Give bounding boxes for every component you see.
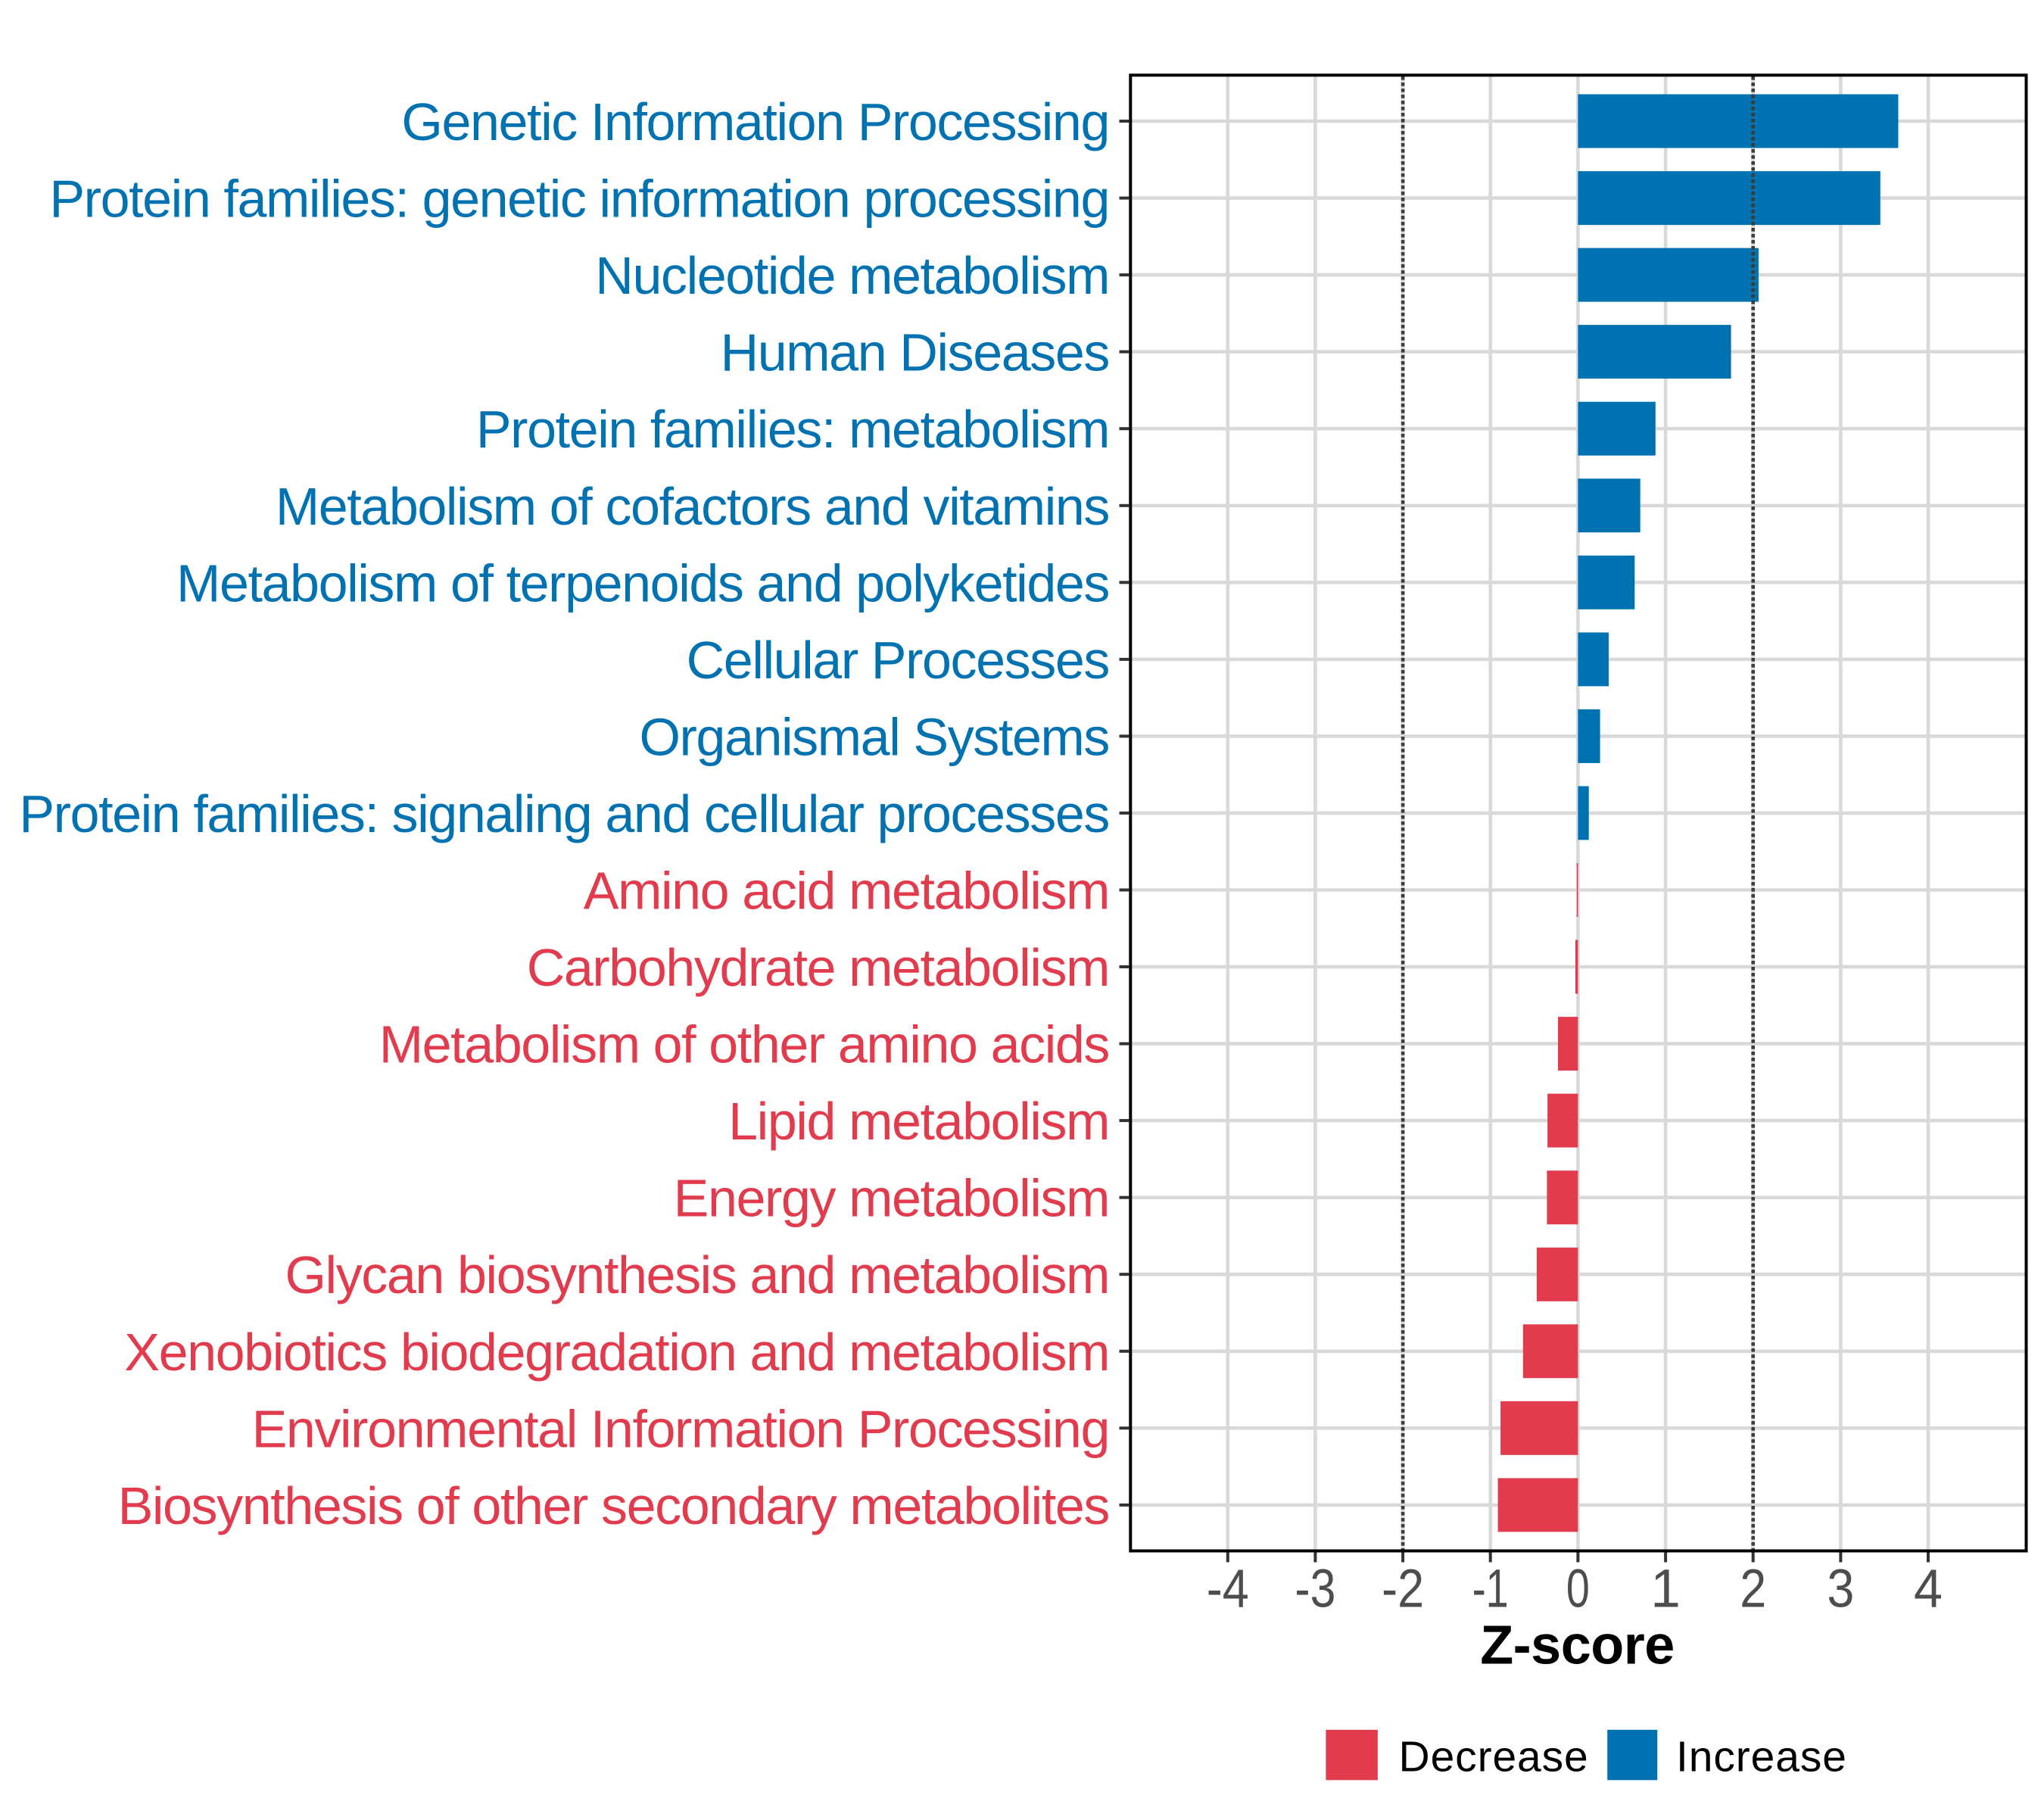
svg-text:3: 3: [1827, 1560, 1854, 1619]
svg-text:Carbohydrate metabolism: Carbohydrate metabolism: [527, 938, 1109, 997]
svg-text:Cellular Processes: Cellular Processes: [687, 631, 1109, 690]
svg-text:Energy metabolism: Energy metabolism: [674, 1169, 1109, 1228]
svg-text:Metabolism of terpenoids and p: Metabolism of terpenoids and polyketides: [176, 553, 1109, 612]
svg-text:-3: -3: [1295, 1560, 1335, 1619]
svg-text:-2: -2: [1382, 1560, 1424, 1619]
svg-text:Biosynthesis of other secondar: Biosynthesis of other secondary metaboli…: [118, 1476, 1109, 1535]
svg-text:4: 4: [1914, 1560, 1943, 1619]
svg-text:Environmental Information Proc: Environmental Information Processing: [252, 1399, 1109, 1458]
svg-text:Protein families: metabolism: Protein families: metabolism: [476, 400, 1109, 459]
svg-text:Xenobiotics biodegradation and: Xenobiotics biodegradation and metabolis…: [124, 1323, 1109, 1382]
svg-text:Z-score: Z-score: [1480, 1616, 1675, 1676]
svg-text:Metabolism of cofactors and vi: Metabolism of cofactors and vitamins: [276, 477, 1109, 536]
svg-text:1: 1: [1650, 1560, 1681, 1619]
svg-text:Glycan biosynthesis and metabo: Glycan biosynthesis and metabolism: [285, 1245, 1110, 1304]
svg-text:Metabolism of other amino acid: Metabolism of other amino acids: [379, 1015, 1109, 1074]
svg-text:Amino acid metabolism: Amino acid metabolism: [584, 862, 1109, 921]
svg-text:Nucleotide metabolism: Nucleotide metabolism: [595, 246, 1109, 305]
svg-text:2: 2: [1740, 1560, 1766, 1619]
svg-text:-1: -1: [1472, 1560, 1509, 1619]
svg-text:Organismal Systems: Organismal Systems: [639, 707, 1109, 766]
svg-text:Human Diseases: Human Diseases: [721, 323, 1109, 382]
svg-text:0: 0: [1566, 1560, 1590, 1619]
svg-text:-4: -4: [1207, 1560, 1249, 1619]
svg-text:Protein families: signaling an: Protein families: signaling and cellular…: [19, 784, 1109, 843]
svg-text:Lipid metabolism: Lipid metabolism: [728, 1092, 1109, 1151]
svg-text:Genetic Information Processing: Genetic Information Processing: [401, 92, 1109, 151]
svg-text:Decrease: Decrease: [1399, 1733, 1589, 1781]
svg-text:Protein families: genetic info: Protein families: genetic information pr…: [49, 170, 1109, 229]
svg-text:Increase: Increase: [1676, 1733, 1847, 1781]
